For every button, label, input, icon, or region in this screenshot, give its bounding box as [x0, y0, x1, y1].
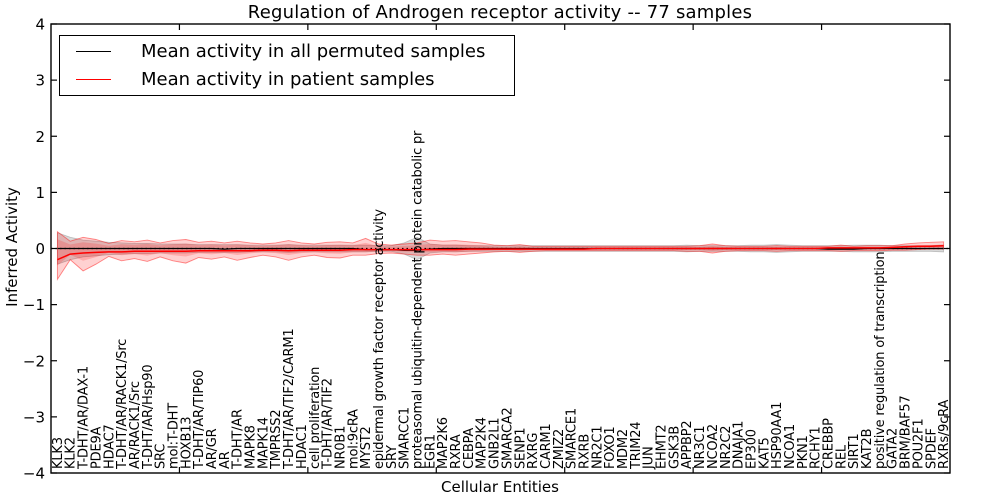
- entity-label: SRY: [385, 445, 400, 469]
- entity-label: SIRT1: [847, 434, 862, 469]
- permuted-line-sample-icon: [76, 51, 111, 53]
- legend-label-permuted: Mean activity in all permuted samples: [141, 41, 486, 63]
- entity-label: APPBP2: [680, 421, 695, 469]
- entity-label: MYST2: [359, 426, 374, 469]
- y-tick-label: −2: [23, 352, 45, 370]
- entity-label: DNAJA1: [732, 421, 747, 469]
- patient-mean-line: [57, 244, 944, 261]
- entity-label: CARM1: [539, 424, 554, 470]
- patient-range-band-outer: [56, 230, 945, 281]
- entity-label: GNB2L1: [488, 418, 503, 469]
- chart-title: Regulation of Androgen receptor activity…: [247, 2, 753, 23]
- entity-label: AR/RACK1/Src: [128, 381, 143, 469]
- entity-label: SRC: [154, 444, 169, 469]
- entity-labels: KLK3KLK2T-DHT/AR/DAX-1PDE9AHDAC7T-DHT/AR…: [51, 130, 952, 470]
- entity-label: FOXO1: [603, 427, 618, 469]
- entity-label: SMARCE1: [565, 408, 580, 469]
- legend: Mean activity in all permuted samples Me…: [59, 35, 515, 96]
- entity-label: MAP2K4: [475, 417, 490, 469]
- entity-label: cell proliferation: [308, 367, 323, 469]
- entity-label: GSK3B: [667, 426, 682, 469]
- entity-label: PKN1: [796, 435, 811, 469]
- entity-label: T-DHT/AR/TIP60: [192, 370, 207, 470]
- entity-label: HDAC7: [102, 424, 117, 469]
- entity-label: epidermal growth factor receptor activit…: [372, 209, 387, 469]
- entity-label: MAPK8: [244, 425, 259, 469]
- entity-label: AR: [218, 451, 233, 469]
- entity-label: RCHY1: [809, 427, 824, 469]
- entity-label: T-DHT/AR/RACK1/Src: [115, 339, 130, 470]
- y-tick-label: 1: [35, 184, 45, 202]
- y-tick-label: 2: [35, 128, 45, 146]
- entity-label: RXRA: [449, 434, 464, 469]
- entity-label: T-DHT/AR/DAX-1: [77, 366, 92, 470]
- entity-label: EGR1: [423, 434, 438, 469]
- entity-label: TRIM24: [629, 422, 644, 470]
- entity-label: REL: [834, 444, 849, 469]
- y-tick-label: 4: [35, 16, 45, 34]
- y-tick-label: −3: [23, 408, 45, 426]
- y-tick-label: −1: [23, 296, 45, 314]
- entity-label: SMARCA2: [500, 407, 515, 469]
- x-ticks: [178, 24, 823, 473]
- legend-item-permuted: Mean activity in all permuted samples: [60, 38, 514, 66]
- entity-label: SMARCC1: [398, 407, 413, 469]
- entity-label: NR0B1: [334, 426, 349, 469]
- entity-label: positive regulation of transcription: [873, 252, 888, 469]
- entity-label: AR/GR: [205, 428, 220, 469]
- entity-label: PDE9A: [89, 426, 104, 469]
- entity-label: NR2C1: [590, 426, 605, 469]
- y-tick-labels: −4 −3 −2 −1 0 1 2 3 4: [23, 16, 45, 483]
- patient-range-band-inner: [57, 239, 944, 266]
- entity-label: MDM2: [616, 429, 631, 469]
- entity-label: NCOA1: [783, 424, 798, 469]
- entity-label: EP300: [744, 429, 759, 469]
- entity-label: T-DHT/AR: [231, 409, 246, 470]
- entity-label: BRM/BAF57: [899, 395, 914, 469]
- plot-border: [50, 23, 951, 474]
- entity-label: T-DHT/AR/TIF2/CARM1: [282, 329, 297, 470]
- patient-line-sample-icon: [76, 78, 111, 80]
- entity-label: SENP1: [513, 428, 528, 469]
- entity-label: TMPRSS2: [269, 410, 284, 470]
- entity-label: HOXB13: [179, 417, 194, 469]
- entity-label: RXRG: [526, 433, 541, 469]
- legend-item-patient: Mean activity in patient samples: [60, 66, 514, 94]
- entity-label: mol:T-DHT: [167, 403, 182, 469]
- x-axis-label: Cellular Entities: [441, 478, 559, 496]
- entity-label: ZMIZ2: [552, 429, 567, 469]
- entity-label: JUN: [642, 447, 657, 470]
- entity-label: GATA2: [886, 428, 901, 469]
- entity-label: MAP2K6: [436, 417, 451, 469]
- entity-label: CREBBP: [822, 418, 837, 469]
- entity-label: MAPK14: [256, 417, 271, 469]
- entity-label: mol:9cRA: [346, 409, 361, 469]
- legend-label-patient: Mean activity in patient samples: [141, 68, 435, 90]
- entity-label: NCOA2: [706, 424, 721, 469]
- y-axis-label: Inferred Activity: [3, 187, 21, 307]
- entity-label: T-DHT/AR/TIF2: [321, 378, 336, 470]
- entity-label: KAT2B: [860, 429, 875, 469]
- entity-label: proteasomal ubiquitin-dependent protein …: [411, 130, 426, 469]
- entity-label: SPDEF: [924, 428, 939, 469]
- y-tick-label: −4: [23, 465, 45, 483]
- entity-label: HDAC1: [295, 424, 310, 469]
- entity-label: KLK2: [64, 437, 79, 469]
- entity-label: T-DHT/AR/Hsp90: [141, 365, 156, 470]
- y-tick-label: 3: [35, 72, 45, 90]
- entity-label: POU2F1: [911, 419, 926, 469]
- y-tick-label: 0: [35, 240, 45, 258]
- entity-label: KAT5: [757, 437, 772, 469]
- entity-label: NR2C2: [719, 426, 734, 469]
- entity-label: CEBPA: [462, 428, 477, 469]
- entity-label: EHMT2: [655, 425, 670, 469]
- entity-label: HSP90AA1: [770, 402, 785, 469]
- entity-label: KLK3: [51, 437, 66, 469]
- entity-label: NR3C1: [693, 426, 708, 469]
- entity-label: RXRB: [578, 434, 593, 469]
